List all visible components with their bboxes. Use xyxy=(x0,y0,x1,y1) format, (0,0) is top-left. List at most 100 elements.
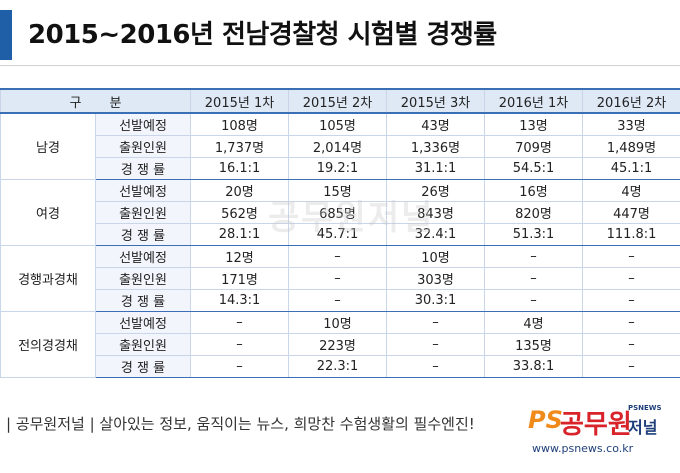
table-cell: – xyxy=(386,332,485,356)
table-cell: 105명 xyxy=(288,112,387,136)
site-url-link[interactable]: www.psnews.co.kr xyxy=(532,442,634,455)
table-row: 경 쟁 률 – 22.3:1 – 33.8:1 – xyxy=(1,354,680,378)
row-label: 출원인원 xyxy=(95,266,191,290)
table-cell: 22.3:1 xyxy=(288,354,387,378)
table-cell: 51.3:1 xyxy=(484,222,583,246)
row-label: 출원인원 xyxy=(95,134,191,158)
table-cell: – xyxy=(484,266,583,290)
header-cell-2016-1: 2016년 1차 xyxy=(484,88,583,114)
table-cell: – xyxy=(288,244,387,268)
table-cell: 4명 xyxy=(582,178,680,202)
table-cell: 111.8:1 xyxy=(582,222,680,246)
table-cell: – xyxy=(582,332,680,356)
row-label: 경 쟁 률 xyxy=(95,156,191,180)
table-cell: 10명 xyxy=(288,310,387,334)
header-cell-2015-1: 2015년 1차 xyxy=(190,88,289,114)
table-cell: 709명 xyxy=(484,134,583,158)
table-cell: – xyxy=(484,244,583,268)
table-cell: – xyxy=(288,266,387,290)
logo-brand-text: 공무원 xyxy=(560,410,632,440)
table-cell: 12명 xyxy=(190,244,289,268)
table-row: 출원인원 562명 685명 843명 820명 447명 xyxy=(1,200,680,224)
table-cell: 843명 xyxy=(386,200,485,224)
table-cell: 562명 xyxy=(190,200,289,224)
header: 2015~2016년 전남경찰청 시험별 경쟁률 xyxy=(0,0,680,66)
table-cell: 135명 xyxy=(484,332,583,356)
row-label: 출원인원 xyxy=(95,200,191,224)
group-label: 경행과경채 xyxy=(0,244,96,312)
table-cell: 4명 xyxy=(484,310,583,334)
table-cell: – xyxy=(582,310,680,334)
table-cell: 15명 xyxy=(288,178,387,202)
table-cell: 32.4:1 xyxy=(386,222,485,246)
table-cell: 685명 xyxy=(288,200,387,224)
table-cell: 303명 xyxy=(386,266,485,290)
row-label: 선발예정 xyxy=(95,112,191,136)
header-cell-2015-3: 2015년 3차 xyxy=(386,88,485,114)
table-cell: 43명 xyxy=(386,112,485,136)
row-label: 경 쟁 률 xyxy=(95,354,191,378)
row-label: 선발예정 xyxy=(95,178,191,202)
group-label: 전의경경채 xyxy=(0,310,96,378)
competition-table: 구 분 2015년 1차 2015년 2차 2015년 3차 2016년 1차 … xyxy=(0,88,680,378)
table-cell: – xyxy=(582,244,680,268)
table-cell: – xyxy=(386,354,485,378)
group-label: 남경 xyxy=(0,112,96,180)
table-cell: 820명 xyxy=(484,200,583,224)
table-cell: 28.1:1 xyxy=(190,222,289,246)
table-cell: – xyxy=(484,288,583,312)
table-cell: 10명 xyxy=(386,244,485,268)
table-row: 출원인원 171명 – 303명 – – xyxy=(1,266,680,290)
row-label: 경 쟁 률 xyxy=(95,288,191,312)
table-cell: 19.2:1 xyxy=(288,156,387,180)
table-cell: 447명 xyxy=(582,200,680,224)
table-row: 경행과경채 선발예정 12명 – 10명 – – xyxy=(0,244,680,312)
table-cell: 33.8:1 xyxy=(484,354,583,378)
table-cell: 2,014명 xyxy=(288,134,387,158)
footer-slogan: | 공무원저널 | 살아있는 정보, 움직이는 뉴스, 희망찬 수험생활의 필수… xyxy=(6,415,475,433)
table-row: 경 쟁 률 28.1:1 45.7:1 32.4:1 51.3:1 111.8:… xyxy=(1,222,680,246)
table-cell: 31.1:1 xyxy=(386,156,485,180)
table-cell: 16명 xyxy=(484,178,583,202)
table-cell: 108명 xyxy=(190,112,289,136)
table-row: 출원인원 – 223명 – 135명 – xyxy=(1,332,680,356)
table-cell: – xyxy=(190,310,289,334)
table-row: 경 쟁 률 14.3:1 – 30.3:1 – – xyxy=(1,288,680,312)
table-cell: – xyxy=(288,288,387,312)
table-cell: 1,737명 xyxy=(190,134,289,158)
header-cell-2016-2: 2016년 2차 xyxy=(582,88,680,114)
table-cell: – xyxy=(190,332,289,356)
table-row: 여경 선발예정 20명 15명 26명 16명 4명 xyxy=(0,178,680,246)
table-cell: – xyxy=(582,288,680,312)
table-cell: 16.1:1 xyxy=(190,156,289,180)
table-cell: 45.7:1 xyxy=(288,222,387,246)
logo-brand-suffix: 저널 xyxy=(628,418,658,437)
table-cell: 20명 xyxy=(190,178,289,202)
table-cell: 13명 xyxy=(484,112,583,136)
table-cell: 30.3:1 xyxy=(386,288,485,312)
table-row: 남경 선발예정 108명 105명 43명 13명 33명 xyxy=(0,112,680,180)
table-cell: 223명 xyxy=(288,332,387,356)
header-cell-2015-2: 2015년 2차 xyxy=(288,88,387,114)
table-cell: – xyxy=(582,266,680,290)
table-cell: 54.5:1 xyxy=(484,156,583,180)
logo-ps-mark: PS xyxy=(528,406,563,434)
table-cell: – xyxy=(386,310,485,334)
table-row: 경 쟁 률 16.1:1 19.2:1 31.1:1 54.5:1 45.1:1 xyxy=(1,156,680,180)
table-cell: 1,336명 xyxy=(386,134,485,158)
header-divider xyxy=(0,65,680,66)
header-cell-category: 구 분 xyxy=(0,88,191,114)
table-cell: – xyxy=(190,354,289,378)
page-title: 2015~2016년 전남경찰청 시험별 경쟁률 xyxy=(28,20,497,50)
psnews-logo[interactable]: PS 공무원 PSNEWS 저널 xyxy=(528,402,678,442)
table-row: 출원인원 1,737명 2,014명 1,336명 709명 1,489명 xyxy=(1,134,680,158)
table-row: 전의경경채 선발예정 – 10명 – 4명 – xyxy=(0,310,680,378)
row-label: 선발예정 xyxy=(95,244,191,268)
table-cell: 14.3:1 xyxy=(190,288,289,312)
table-cell: 1,489명 xyxy=(582,134,680,158)
table-cell: 33명 xyxy=(582,112,680,136)
row-label: 선발예정 xyxy=(95,310,191,334)
logo-small-text: PSNEWS xyxy=(628,404,662,412)
table-cell: 26명 xyxy=(386,178,485,202)
table-cell: – xyxy=(582,354,680,378)
